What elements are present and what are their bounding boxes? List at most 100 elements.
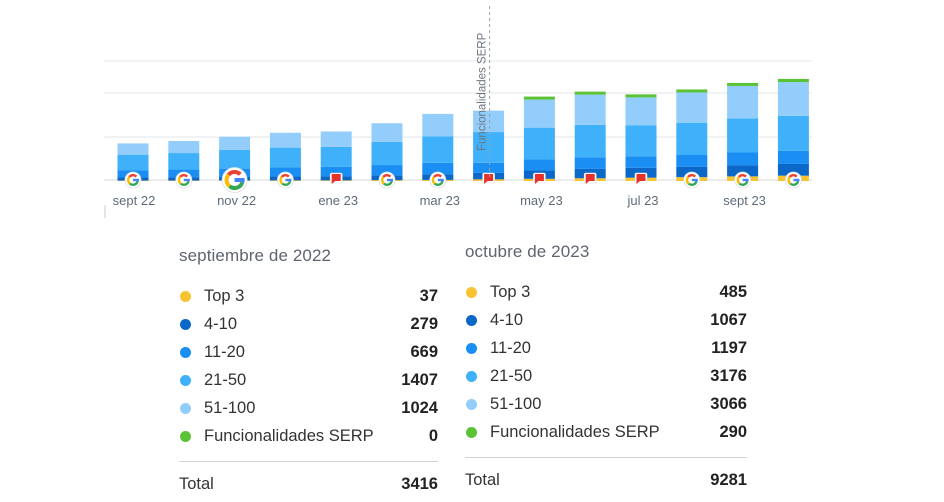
google-icon[interactable] bbox=[683, 171, 701, 189]
bar-segment-21-50 bbox=[727, 118, 759, 153]
bar-segment-51-100 bbox=[574, 94, 606, 125]
bar-segment-funcionalidades-serp bbox=[676, 89, 708, 93]
bar-segment-51-100 bbox=[269, 132, 301, 148]
legend-label: Top 3 bbox=[204, 286, 245, 305]
legend-value: 279 bbox=[410, 314, 438, 333]
bar-segment-4-10 bbox=[727, 165, 759, 177]
legend-dot-icon bbox=[466, 342, 477, 354]
flag-icon[interactable] bbox=[583, 172, 597, 184]
x-tick-label: nov 22 bbox=[217, 193, 256, 208]
legend-value: 1407 bbox=[401, 370, 438, 389]
bar-segment-11-20 bbox=[625, 156, 657, 168]
flag-icon[interactable] bbox=[482, 172, 495, 184]
bar-segment-51-100 bbox=[523, 99, 555, 128]
legend-row: 11-20 669 bbox=[179, 338, 438, 366]
legend-label: Funcionalidades SERP bbox=[490, 422, 660, 441]
bar-segment-21-50 bbox=[269, 147, 301, 168]
bar-segment-51-100 bbox=[625, 97, 657, 126]
legend-label: 4-10 bbox=[204, 314, 238, 333]
bar-segment-11-20 bbox=[473, 162, 505, 173]
bar-segment-11-20 bbox=[676, 154, 708, 167]
right-panel-rows: Top 3 485 4-10 1067 11-20 1197 21-50 3176 51-100… bbox=[465, 278, 747, 446]
legend-row: Top 3 37 bbox=[179, 282, 438, 310]
bar-segment-51-100 bbox=[422, 113, 454, 137]
x-tick-label: sept 22 bbox=[113, 193, 156, 208]
flag-icon[interactable] bbox=[533, 172, 546, 184]
bar-segment-51-100 bbox=[473, 110, 505, 133]
bar-segment-21-50 bbox=[320, 146, 352, 167]
bar-segment-21-50 bbox=[371, 141, 403, 166]
right-panel-total: Total 9281 bbox=[465, 466, 747, 494]
x-tick-label: jul 23 bbox=[626, 193, 658, 208]
bar-stack-ago-23[interactable] bbox=[676, 89, 708, 181]
legend-label: 51-100 bbox=[490, 394, 542, 413]
flag-icon[interactable] bbox=[634, 172, 648, 184]
bar-segment-51-100 bbox=[777, 82, 809, 116]
legend-label: 11-20 bbox=[490, 338, 531, 357]
legend-dot-icon bbox=[180, 346, 191, 358]
bar-stack-jul-23[interactable] bbox=[625, 94, 657, 181]
legend-dot-icon bbox=[466, 286, 477, 298]
bar-stack-sept-23[interactable] bbox=[727, 82, 759, 181]
annotation-label: Funcionalidades SERP bbox=[477, 32, 489, 151]
x-tick-label: ene 23 bbox=[318, 193, 358, 208]
legend-label: 21-50 bbox=[204, 370, 247, 389]
bar-segment-51-100 bbox=[676, 92, 708, 123]
chart-markers bbox=[124, 167, 802, 193]
bar-stack-jun-23[interactable] bbox=[574, 91, 606, 181]
stacked-bar-chart: sept 22 nov 22 ene 23 mar 23 may 23 jul 23 sep… bbox=[104, 6, 812, 218]
google-icon[interactable] bbox=[429, 171, 447, 189]
right-panel-title: octubre de 2023 bbox=[465, 242, 590, 261]
legend-value: 290 bbox=[719, 422, 747, 441]
legend-row: Funcionalidades SERP 0 bbox=[179, 422, 438, 450]
legend-dot-icon bbox=[466, 314, 477, 326]
chart-bars bbox=[117, 78, 809, 181]
legend-row: 51-100 1024 bbox=[179, 394, 438, 422]
bar-segment-funcionalidades-serp bbox=[625, 94, 657, 98]
total-value: 3416 bbox=[401, 474, 438, 493]
bar-segment-51-100 bbox=[727, 85, 759, 119]
bar-segment-21-50 bbox=[219, 149, 251, 169]
bar-segment-21-50 bbox=[422, 136, 454, 163]
google-icon[interactable] bbox=[221, 167, 248, 193]
bar-stack-oct-23[interactable] bbox=[777, 78, 809, 181]
google-icon[interactable] bbox=[378, 171, 396, 189]
bar-stack-may-23[interactable] bbox=[523, 96, 555, 181]
bar-segment-21-50 bbox=[676, 122, 708, 155]
legend-value: 669 bbox=[410, 342, 438, 361]
bar-stack-mar-23[interactable] bbox=[422, 113, 454, 181]
bar-segment-funcionalidades-serp bbox=[574, 91, 606, 95]
legend-label: Funcionalidades SERP bbox=[204, 426, 374, 445]
serp-annotation: Funcionalidades SERP bbox=[477, 6, 491, 178]
legend-label: Top 3 bbox=[490, 282, 531, 301]
total-value: 9281 bbox=[710, 470, 747, 489]
bar-segment-51-100 bbox=[219, 136, 251, 150]
legend-row: Funcionalidades SERP 290 bbox=[465, 418, 747, 446]
bar-stack-feb-23[interactable] bbox=[371, 123, 403, 181]
legend-label: 11-20 bbox=[204, 342, 245, 361]
bar-segment-51-100 bbox=[371, 123, 403, 142]
google-icon[interactable] bbox=[175, 171, 193, 189]
bar-segment-11-20 bbox=[371, 165, 403, 176]
legend-row: 21-50 3176 bbox=[465, 362, 747, 390]
bar-segment-21-50 bbox=[625, 125, 657, 157]
left-legend-panel: septiembre de 2022 Top 3 37 4-10 279 11-20 66… bbox=[179, 246, 438, 498]
legend-dot-icon bbox=[180, 430, 191, 442]
flag-icon[interactable] bbox=[329, 172, 343, 184]
bar-segment-funcionalidades-serp bbox=[777, 78, 809, 83]
bar-segment-11-20 bbox=[320, 166, 352, 177]
legend-value: 1067 bbox=[710, 310, 747, 329]
google-icon[interactable] bbox=[276, 171, 294, 189]
legend-row: Top 3 485 bbox=[465, 278, 747, 306]
google-icon[interactable] bbox=[785, 171, 802, 189]
legend-row: 4-10 1067 bbox=[465, 306, 747, 334]
legend-label: 21-50 bbox=[490, 366, 533, 385]
bar-segment-51-100 bbox=[168, 140, 200, 154]
legend-row: 21-50 1407 bbox=[179, 366, 438, 394]
legend-value: 0 bbox=[428, 426, 438, 445]
google-icon[interactable] bbox=[734, 171, 751, 189]
legend-value: 37 bbox=[419, 286, 438, 305]
bar-segment-21-50 bbox=[523, 127, 555, 160]
legend-value: 3066 bbox=[710, 394, 747, 413]
google-icon[interactable] bbox=[124, 171, 142, 189]
